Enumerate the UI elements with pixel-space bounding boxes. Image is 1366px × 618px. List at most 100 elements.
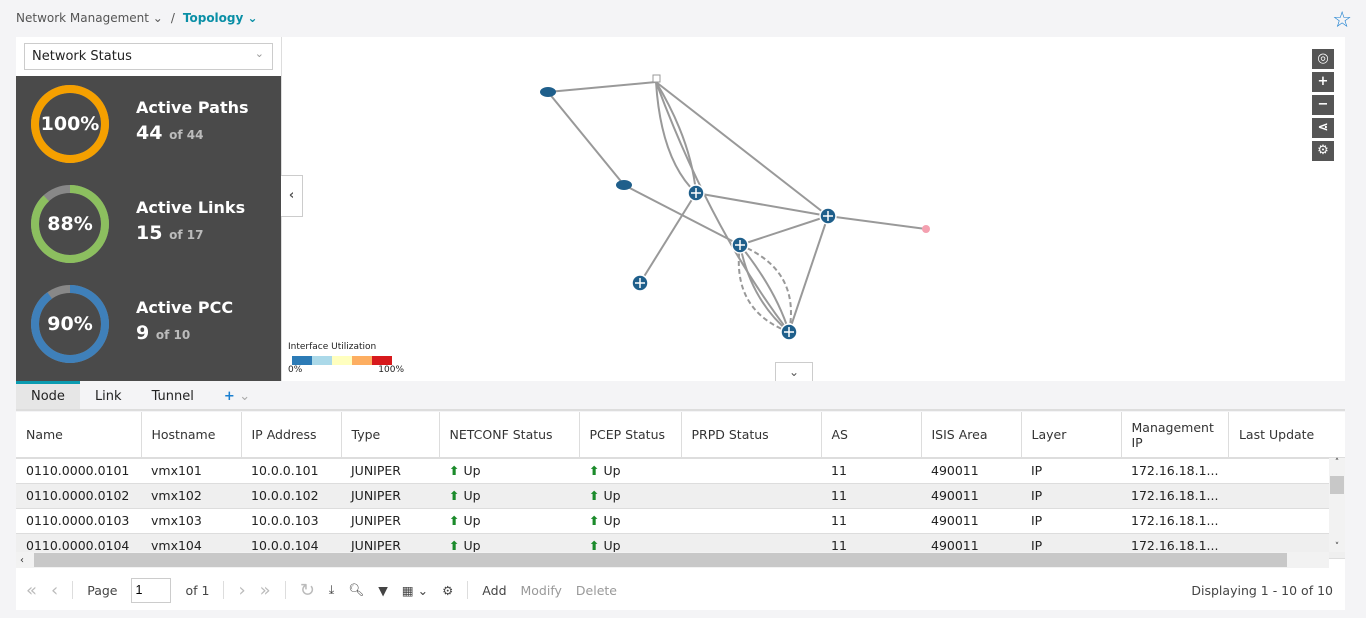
status-up-icon: ⬆ xyxy=(589,463,600,479)
breadcrumb-parent[interactable]: Network Management ⌄ xyxy=(16,11,163,25)
link xyxy=(788,215,829,333)
gear-icon[interactable]: ⚙ xyxy=(442,582,454,598)
link xyxy=(739,244,790,333)
stat-percent: 88% xyxy=(47,213,93,235)
small-node-icon xyxy=(652,74,661,83)
table-cell: 10.0.0.102 xyxy=(241,483,341,509)
stat-count: 44 of 44 xyxy=(136,122,204,144)
stat-title: Active Links xyxy=(136,198,246,217)
refresh-icon[interactable]: ↻ xyxy=(299,579,315,601)
modify-button[interactable]: Modify xyxy=(520,582,562,598)
table-cell: 10.0.0.103 xyxy=(241,508,341,534)
last-page-icon[interactable]: » xyxy=(259,579,271,601)
donut-gauge xyxy=(31,285,109,363)
table-cell: IP xyxy=(1021,508,1121,534)
column-header[interactable]: Last Update xyxy=(1228,412,1345,459)
zoom-out-icon[interactable]: − xyxy=(1312,95,1334,115)
table-row[interactable]: 0110.0000.0101 vmx101 10.0.0.101 JUNIPER ⬆ U… xyxy=(16,458,1345,484)
center-icon[interactable]: ◎ xyxy=(1312,49,1334,69)
column-header[interactable]: AS xyxy=(821,412,922,459)
table-cell xyxy=(681,458,821,484)
column-header[interactable]: IP Address xyxy=(241,412,342,459)
delete-button[interactable]: Delete xyxy=(575,582,617,598)
status-selector[interactable]: Network Status ⌄ xyxy=(24,43,273,70)
filter-icon[interactable]: ▼ xyxy=(378,582,388,598)
add-tab-button[interactable]: + ⌄ xyxy=(223,389,251,404)
chevron-down-icon: ⌄ xyxy=(254,47,264,60)
table-cell: JUNIPER xyxy=(341,483,439,509)
table-cell: 490011 xyxy=(921,508,1021,534)
table-row[interactable]: 0110.0000.0102 vmx102 10.0.0.102 JUNIPER ⬆ U… xyxy=(16,483,1345,509)
page-input[interactable] xyxy=(131,577,172,603)
pagination-toolbar: « ‹ Page of 1 › » ↻ ⤓ 🔍︎ ▼ ▦ ⌄ ⚙ Add Mod… xyxy=(16,570,1345,610)
stat-active-links: 88% Active Links 15 of 17 xyxy=(30,184,280,266)
table-cell xyxy=(1228,483,1345,509)
table-cell: 490011 xyxy=(921,458,1021,484)
table-cell: vmx103 xyxy=(141,508,241,534)
utilization-legend: Interface Utilization 0% 100% xyxy=(288,342,404,375)
column-header[interactable]: PRPD Status xyxy=(681,412,822,459)
column-header[interactable]: ISIS Area xyxy=(921,412,1022,459)
horizontal-scrollbar[interactable]: ‹ xyxy=(16,552,1329,568)
legend-swatch xyxy=(292,356,312,365)
link xyxy=(737,244,790,333)
legend-swatch xyxy=(352,356,372,365)
legend-swatch xyxy=(372,356,392,365)
tab-bar: Node Link Tunnel + ⌄ xyxy=(16,381,1345,411)
column-header[interactable]: NETCONF Status xyxy=(439,412,580,459)
gear-icon[interactable]: ⚙ xyxy=(1312,141,1334,161)
collapse-panel-button[interactable]: ‹ xyxy=(281,175,303,217)
prev-page-icon[interactable]: ‹ xyxy=(51,579,59,601)
column-header[interactable]: Hostname xyxy=(141,412,242,459)
table-cell xyxy=(681,483,821,509)
link xyxy=(547,91,625,186)
table-cell: JUNIPER xyxy=(341,458,439,484)
first-page-icon[interactable]: « xyxy=(26,579,38,601)
table-row[interactable]: 0110.0000.0103 vmx103 10.0.0.103 JUNIPER ⬆ U… xyxy=(16,508,1345,534)
link xyxy=(639,192,697,284)
link xyxy=(739,244,792,333)
router-node-icon xyxy=(616,180,632,190)
topology-graph[interactable] xyxy=(282,37,1346,381)
column-header[interactable]: Layer xyxy=(1021,412,1122,459)
column-header[interactable]: Management IP xyxy=(1121,412,1229,459)
table-cell: 11 xyxy=(821,458,921,484)
download-icon[interactable]: ⤓ xyxy=(328,582,335,597)
table-cell: 172.16.18.1... xyxy=(1121,508,1229,534)
search-icon[interactable]: 🔍︎ xyxy=(348,582,365,597)
table-cell: 172.16.18.1... xyxy=(1121,458,1229,484)
tab-node[interactable]: Node xyxy=(16,381,80,409)
topology-map[interactable] xyxy=(281,37,1345,381)
zoom-in-icon[interactable]: + xyxy=(1312,72,1334,92)
vertical-scrollbar[interactable]: ˄ ˅ xyxy=(1329,458,1345,552)
table-cell: IP xyxy=(1021,458,1121,484)
expand-down-button[interactable]: ⌄ xyxy=(775,362,813,381)
favorite-star-icon[interactable]: ☆ xyxy=(1332,8,1352,33)
link xyxy=(695,192,829,217)
next-page-icon[interactable]: › xyxy=(238,579,246,601)
column-header[interactable]: PCEP Status xyxy=(579,412,682,459)
stat-title: Active PCC xyxy=(136,298,234,317)
node-table: Name Hostname IP Address Type NETCONF Status… xyxy=(16,412,1345,570)
table-cell xyxy=(681,508,821,534)
link xyxy=(739,215,829,246)
down-node-icon xyxy=(922,225,930,233)
status-up-icon: ⬆ xyxy=(449,538,460,553)
status-up-icon: ⬆ xyxy=(589,488,600,503)
add-button[interactable]: Add xyxy=(482,582,507,598)
table-cell: 11 xyxy=(821,483,921,509)
tab-link[interactable]: Link xyxy=(94,389,122,404)
share-icon[interactable]: ⋖ xyxy=(1312,118,1334,138)
breadcrumb-current[interactable]: Topology ⌄ xyxy=(182,11,258,25)
table-cell: 0110.0000.0103 xyxy=(16,508,141,534)
tab-tunnel[interactable]: Tunnel xyxy=(151,389,194,404)
column-header[interactable]: Type xyxy=(341,412,440,459)
link xyxy=(655,81,790,333)
status-up-icon: ⬆ xyxy=(449,513,460,528)
link xyxy=(827,215,927,230)
grid-view-icon[interactable]: ▦ ⌄ xyxy=(401,582,429,598)
column-header[interactable]: Name xyxy=(16,412,142,459)
link xyxy=(655,81,829,217)
table-cell xyxy=(1228,508,1345,534)
link xyxy=(547,81,657,93)
